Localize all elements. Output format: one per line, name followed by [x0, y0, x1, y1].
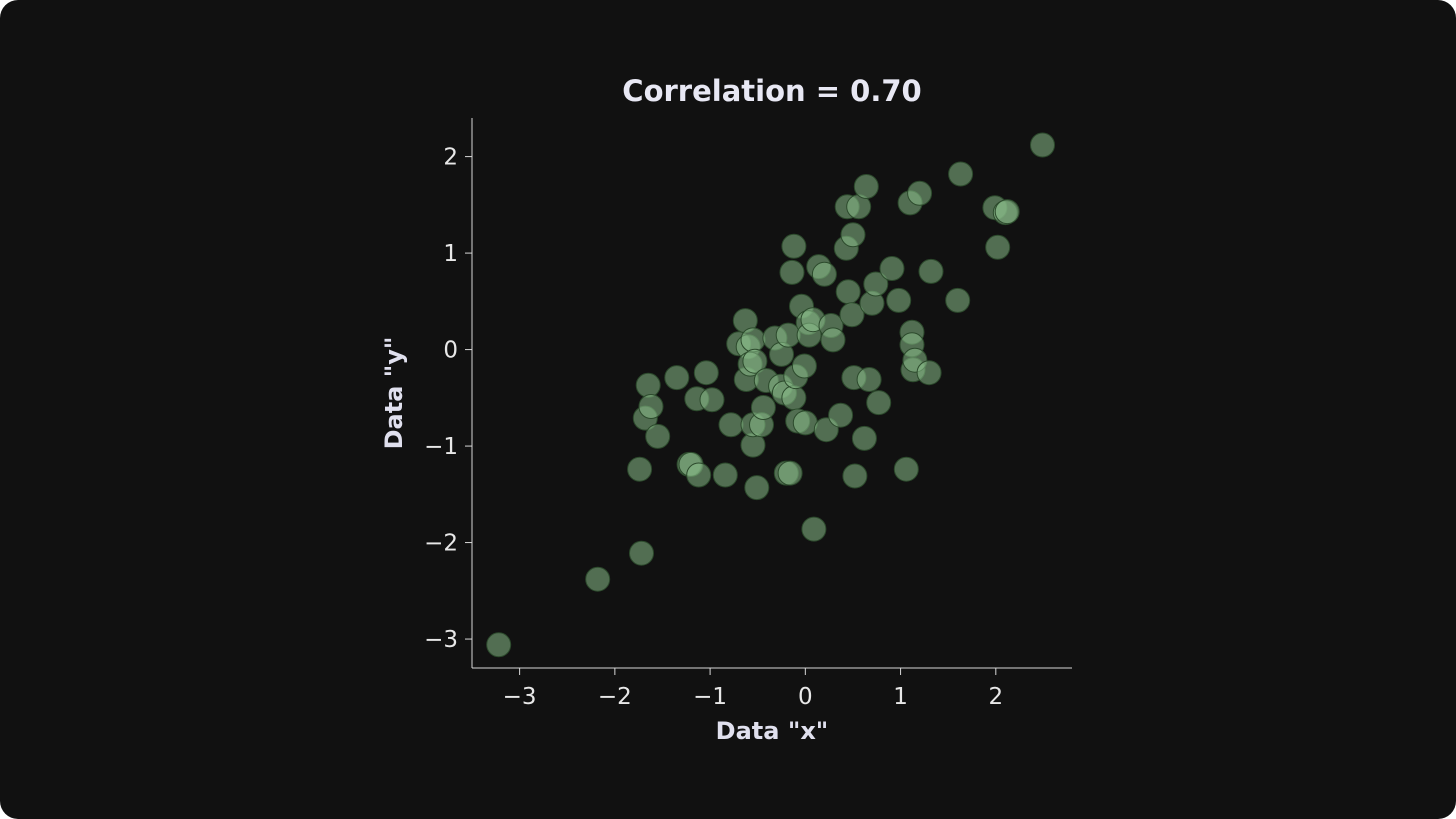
scatter-point: [693, 360, 719, 386]
scatter-point: [994, 199, 1020, 225]
y-axis-label: Data "y": [380, 337, 408, 450]
scatter-point: [686, 462, 712, 488]
scatter-point: [801, 516, 827, 542]
x-tick-label: 1: [893, 684, 908, 710]
scatter-point: [945, 287, 971, 313]
y-tick-label: 0: [443, 338, 458, 364]
scatter-point: [842, 463, 868, 489]
scatter-point: [1030, 132, 1055, 158]
scatter-point: [948, 161, 974, 187]
scatter-point: [985, 234, 1011, 260]
scatter-point: [791, 353, 817, 379]
scatter-point: [781, 233, 807, 259]
scatter-point: [863, 271, 889, 297]
scatter-point: [820, 327, 846, 353]
scatter-point: [781, 385, 807, 411]
x-axis-ticks: −3 −2 −1 0 1 2: [503, 668, 1003, 710]
y-tick-label: 1: [443, 241, 458, 267]
scatter-point: [866, 390, 892, 416]
scatter-point: [629, 540, 654, 566]
x-tick-label: −2: [598, 684, 632, 710]
scatter-point: [879, 256, 905, 281]
scatter-point: [839, 302, 865, 328]
y-tick-label: −3: [424, 627, 458, 653]
scatter-point: [638, 394, 664, 419]
scatter-point: [740, 327, 766, 353]
y-tick-label: −1: [424, 434, 458, 460]
scatter-point: [856, 367, 882, 392]
scatter-point: [828, 402, 854, 428]
y-axis-ticks: −3 −2 −1 0 1 2: [424, 145, 472, 653]
scatter-point: [886, 287, 912, 313]
scatter-point: [835, 279, 861, 305]
scatter-point: [916, 360, 942, 386]
scatter-point: [840, 222, 866, 248]
x-tick-label: −1: [693, 684, 727, 710]
scatter-point: [779, 259, 805, 285]
x-tick-label: −3: [503, 684, 537, 710]
points-layer: [486, 132, 1055, 658]
scatter-point: [699, 387, 725, 413]
y-tick-label: −2: [424, 531, 458, 557]
scatter-point: [851, 425, 877, 451]
scatter-point: [893, 456, 919, 482]
scatter-point: [718, 412, 744, 438]
scatter-point: [664, 365, 690, 391]
x-tick-label: 2: [988, 684, 1003, 710]
scatter-point: [486, 632, 512, 658]
plot-area: −3 −2 −1 0 1 2 −3 −2 −1 0 1 2: [424, 118, 1072, 710]
scatter-point: [742, 348, 768, 374]
scatter-point: [712, 462, 738, 488]
scatter-point: [918, 258, 944, 284]
scatter-point: [792, 410, 818, 436]
scatter-point: [811, 261, 837, 287]
scatter-point: [907, 180, 933, 206]
x-axis-label: Data "x": [716, 717, 829, 745]
scatter-point: [627, 456, 653, 482]
scatter-point: [645, 423, 671, 449]
y-tick-label: 2: [443, 145, 458, 171]
chart-title: Correlation = 0.70: [622, 74, 921, 108]
scatter-point: [585, 566, 611, 592]
scatter-point: [635, 372, 661, 398]
scatter-point: [744, 475, 770, 501]
scatter-point: [750, 395, 776, 420]
x-tick-label: 0: [798, 684, 813, 710]
scatter-point: [853, 174, 879, 199]
scatter-point: [777, 460, 803, 486]
